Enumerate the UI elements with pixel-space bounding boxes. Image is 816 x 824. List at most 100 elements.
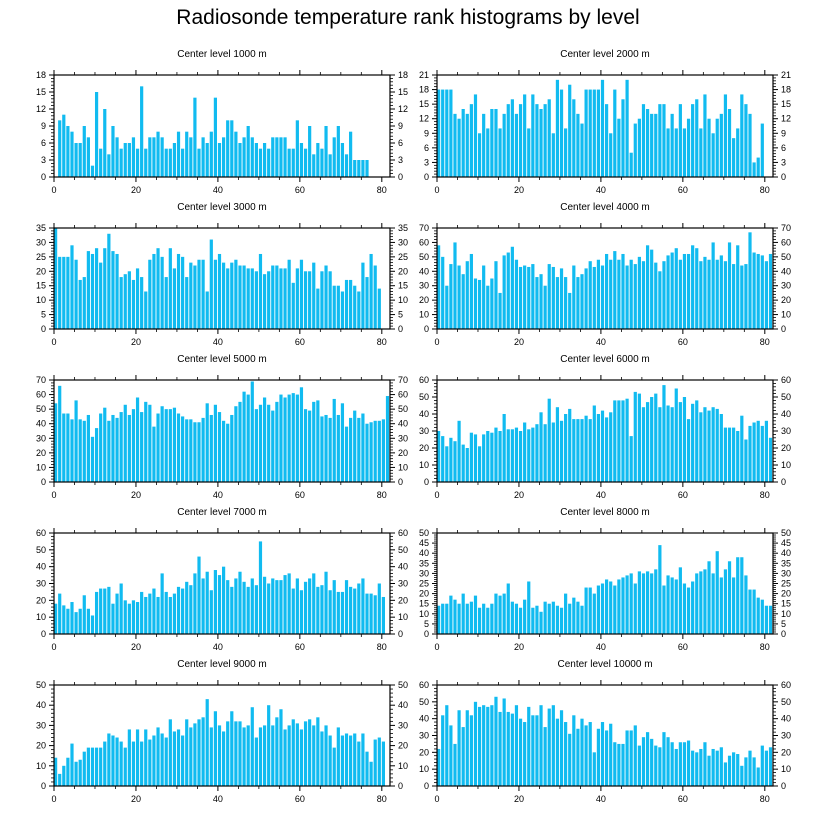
histogram-bar: [441, 603, 445, 634]
y-tick-label: 12: [419, 114, 429, 124]
histogram-bar: [711, 748, 715, 786]
histogram-bar: [275, 580, 279, 634]
y-tick-label-right: 30: [781, 568, 791, 578]
histogram-bar: [303, 581, 308, 634]
x-tick-label: 20: [514, 490, 524, 500]
y-tick-label-right: 40: [781, 714, 791, 724]
histogram-bar: [299, 259, 304, 329]
histogram-bar: [66, 256, 70, 329]
histogram-bar: [336, 591, 340, 634]
histogram-bar: [271, 410, 275, 482]
histogram-bar: [453, 743, 457, 786]
histogram-bar: [736, 754, 740, 786]
histogram-bar: [209, 131, 213, 177]
histogram-bar: [490, 705, 494, 786]
histogram-bar: [559, 710, 564, 786]
histogram-bar: [193, 97, 197, 177]
histogram-bar: [482, 434, 486, 482]
histogram-bar: [344, 426, 349, 482]
histogram-bar: [238, 401, 242, 482]
histogram-bar: [209, 239, 213, 329]
histogram-bar: [629, 730, 633, 786]
histogram-bar: [271, 725, 275, 786]
histogram-bar: [90, 615, 95, 634]
histogram-bar: [357, 741, 361, 786]
histogram-bar: [217, 725, 222, 786]
y-tick-label: 70: [419, 223, 429, 233]
histogram-bar: [222, 137, 226, 177]
y-tick-label-right: 60: [781, 680, 791, 690]
histogram-bar: [736, 557, 740, 634]
y-tick-label: 40: [36, 419, 46, 429]
histogram-bar: [437, 89, 441, 177]
histogram-bar: [205, 571, 209, 634]
histogram-bar: [299, 590, 304, 634]
histogram-bar: [498, 711, 502, 786]
histogram-bar: [185, 719, 189, 786]
histogram-bar: [369, 253, 373, 329]
histogram-bar: [201, 259, 205, 329]
histogram-bar: [267, 705, 271, 786]
histogram-bar: [449, 437, 453, 482]
histogram-bar: [353, 733, 357, 786]
y-tick-label-right: 10: [398, 295, 408, 305]
histogram-bar: [287, 259, 291, 329]
histogram-bar: [518, 718, 523, 786]
histogram-bar: [189, 727, 193, 786]
histogram-bar: [555, 718, 560, 786]
x-tick-label: 0: [434, 642, 439, 652]
histogram-bar: [373, 595, 377, 634]
y-tick-label: 30: [419, 426, 429, 436]
histogram-bar: [258, 541, 263, 634]
panel-title: Center level 9000 m: [177, 659, 267, 670]
histogram-bar: [54, 603, 58, 634]
histogram-bar: [441, 89, 445, 177]
histogram-bar: [111, 603, 115, 634]
histogram-bar: [246, 725, 250, 786]
histogram-bar: [381, 741, 385, 786]
x-tick-label: 60: [295, 642, 305, 652]
histogram-bar: [82, 126, 86, 177]
histogram-bar: [711, 242, 715, 329]
histogram-bar: [555, 277, 560, 329]
histogram-bar: [551, 266, 555, 329]
histogram-bar: [629, 573, 633, 634]
y-tick-label: 0: [424, 477, 429, 487]
histogram-bar: [230, 262, 234, 329]
histogram-bar: [349, 131, 353, 177]
histogram-bar: [748, 589, 752, 634]
histogram-bar: [748, 232, 752, 329]
histogram-bar: [164, 148, 168, 177]
x-tick-label: 80: [377, 490, 387, 500]
histogram-bar: [361, 413, 365, 482]
histogram-bar: [246, 126, 250, 177]
histogram-bar: [691, 245, 695, 329]
histogram-bar: [205, 699, 209, 786]
histogram-bar: [209, 727, 213, 786]
histogram-bar: [246, 268, 250, 329]
y-tick-label-right: 5: [781, 619, 786, 629]
histogram-bar: [486, 706, 490, 786]
histogram-bar: [691, 581, 695, 634]
histogram-bar: [70, 419, 74, 482]
histogram-bar: [605, 730, 609, 786]
y-tick-label: 5: [41, 310, 46, 320]
histogram-bar: [324, 571, 328, 634]
histogram-bar: [514, 603, 519, 634]
histogram-bar: [308, 271, 312, 329]
histogram-bar: [703, 742, 707, 786]
histogram-bar: [201, 578, 205, 634]
histogram-bar: [328, 735, 332, 786]
histogram-bar: [588, 89, 592, 177]
histogram-bar: [744, 757, 748, 786]
histogram-bar: [312, 154, 316, 177]
histogram-bar: [238, 571, 242, 634]
y-tick-label-right: 0: [781, 477, 786, 487]
histogram-bar: [723, 427, 728, 482]
histogram-bar: [267, 271, 271, 329]
histogram-bar: [353, 285, 357, 329]
histogram-bar: [600, 79, 605, 177]
histogram-bar: [707, 410, 711, 482]
